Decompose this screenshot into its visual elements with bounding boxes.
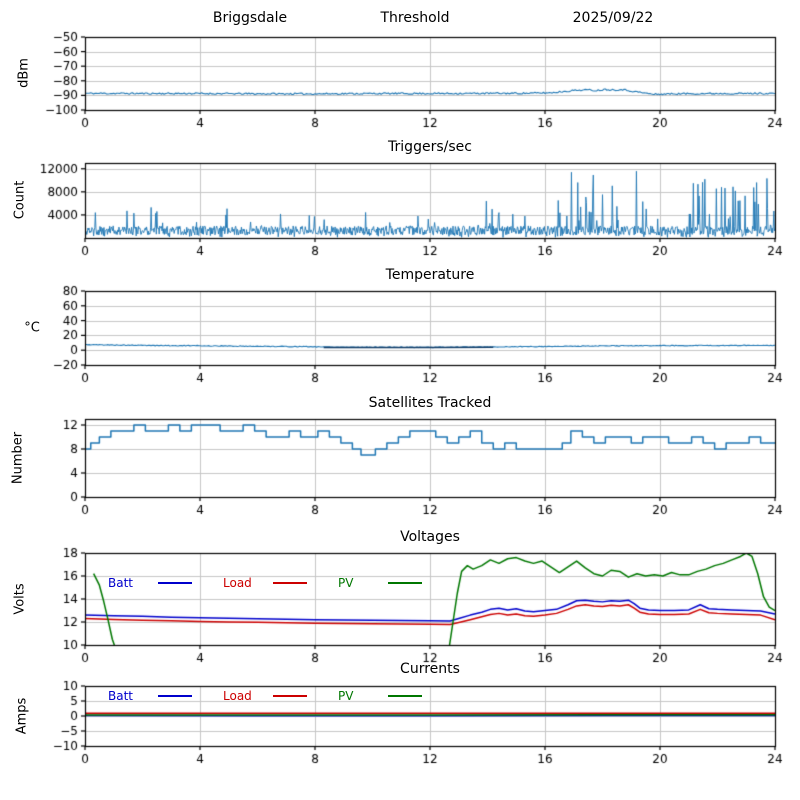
legend-label-batt: Batt — [108, 576, 133, 590]
chart-title-triggers: Triggers/sec — [388, 139, 472, 155]
chart-title-temperature: Temperature — [385, 267, 475, 283]
chart-date: 2025/09/22 — [572, 10, 654, 26]
ylabel-dbm: dBm — [16, 58, 32, 88]
ylabel-count: Count — [12, 180, 28, 220]
legend-line-load — [273, 695, 307, 697]
chart-title-threshold: Threshold — [380, 10, 450, 26]
legend-line-pv — [388, 695, 422, 697]
chart-title-voltages: Voltages — [400, 529, 460, 545]
ylabel-number: Number — [10, 431, 26, 485]
ylabel-celsius: °C — [24, 320, 40, 336]
station-name: Briggsdale — [212, 10, 288, 26]
legend-line-batt — [158, 695, 192, 697]
legend-line-load — [273, 582, 307, 584]
voltages-legend: Batt Load PV — [108, 576, 453, 590]
legend-label-batt: Batt — [108, 689, 133, 703]
currents-legend: Batt Load PV — [108, 689, 453, 703]
chart-title-currents: Currents — [400, 661, 460, 677]
legend-item-batt: Batt — [108, 576, 223, 590]
chart-title-satellites: Satellites Tracked — [368, 395, 492, 411]
ylabel-amps: Amps — [14, 697, 30, 735]
legend-label-pv: PV — [338, 576, 354, 590]
legend-item-load: Load — [223, 576, 338, 590]
legend-item-pv: PV — [338, 576, 453, 590]
legend-label-pv: PV — [338, 689, 354, 703]
legend-line-batt — [158, 582, 192, 584]
legend-label-load: Load — [223, 689, 252, 703]
ylabel-volts: Volts — [12, 583, 28, 615]
legend-label-load: Load — [223, 576, 252, 590]
legend-item-batt: Batt — [108, 689, 223, 703]
legend-item-load: Load — [223, 689, 338, 703]
legend-line-pv — [388, 582, 422, 584]
legend-item-pv: PV — [338, 689, 453, 703]
